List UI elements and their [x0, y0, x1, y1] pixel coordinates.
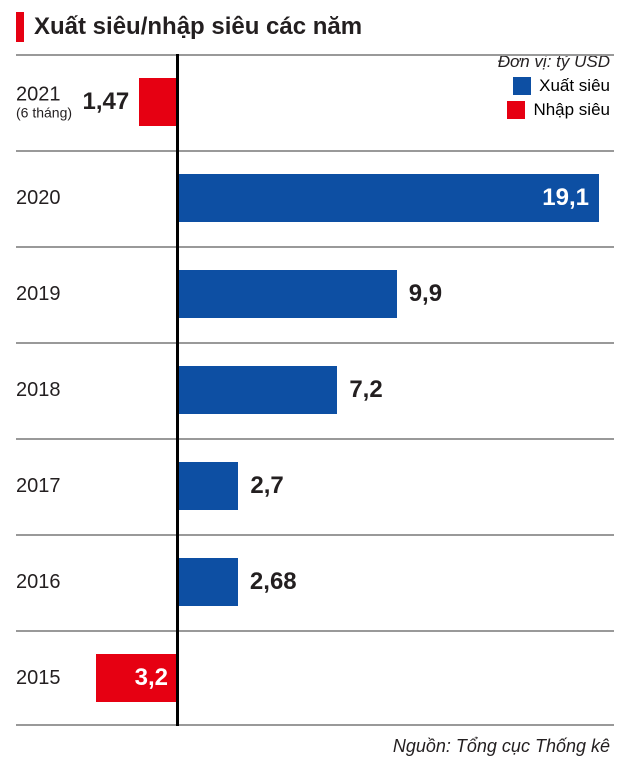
year-label: 2021(6 tháng): [16, 83, 72, 120]
row-divider: [16, 630, 614, 632]
chart-rows: 2021(6 tháng)1,47202019,120199,920187,22…: [16, 48, 614, 726]
row-divider: [16, 54, 614, 56]
row-divider: [16, 342, 614, 344]
row-divider: [16, 150, 614, 152]
chart-area: Đơn vị: tỷ USD Xuất siêu Nhập siêu 2021(…: [16, 48, 614, 726]
value-label: 3,2: [135, 664, 168, 692]
zero-axis: [176, 630, 179, 726]
year-label: 2016: [16, 571, 61, 593]
bar: [179, 462, 238, 510]
row-divider: [16, 438, 614, 440]
year-text: 2020: [16, 187, 61, 209]
year-label: 2015: [16, 667, 61, 689]
bar: [179, 366, 337, 414]
title-accent-bar: [16, 12, 24, 42]
year-label: 2018: [16, 379, 61, 401]
row-divider: [16, 724, 614, 726]
chart-row: 2016 2,68: [16, 534, 614, 630]
year-subtext: (6 tháng): [16, 105, 72, 120]
value-label: 7,2: [349, 376, 382, 404]
bar: [179, 558, 238, 606]
value-label: 9,9: [409, 280, 442, 308]
source-label: Nguồn: Tổng cục Thống kê: [16, 736, 614, 757]
value-label: 19,1: [542, 184, 589, 212]
year-label: 2019: [16, 283, 61, 305]
chart-row: 2015 3,2: [16, 630, 614, 726]
title-wrap: Xuất siêu/nhập siêu các năm: [16, 12, 614, 42]
chart-row: 2020 19,1: [16, 150, 614, 246]
chart-title: Xuất siêu/nhập siêu các năm: [34, 13, 362, 41]
year-text: 2017: [16, 475, 61, 497]
year-text: 2019: [16, 283, 61, 305]
chart-row: 2019 9,9: [16, 246, 614, 342]
bar: [139, 78, 176, 126]
chart-row: 2017 2,7: [16, 438, 614, 534]
year-text: 2018: [16, 379, 61, 401]
chart-row: 2021(6 tháng) 1,47: [16, 54, 614, 150]
zero-axis: [176, 54, 179, 150]
value-label: 2,7: [250, 472, 283, 500]
value-label: 1,47: [83, 88, 130, 116]
chart-row: 2018 7,2: [16, 342, 614, 438]
year-label: 2017: [16, 475, 61, 497]
chart-container: Xuất siêu/nhập siêu các năm Đơn vị: tỷ U…: [0, 0, 630, 773]
year-text: 2016: [16, 571, 61, 593]
year-text: 2021: [16, 83, 61, 105]
bar: [179, 270, 397, 318]
row-divider: [16, 246, 614, 248]
bar: [179, 174, 599, 222]
row-divider: [16, 534, 614, 536]
year-text: 2015: [16, 667, 61, 689]
value-label: 2,68: [250, 568, 297, 596]
year-label: 2020: [16, 187, 61, 209]
